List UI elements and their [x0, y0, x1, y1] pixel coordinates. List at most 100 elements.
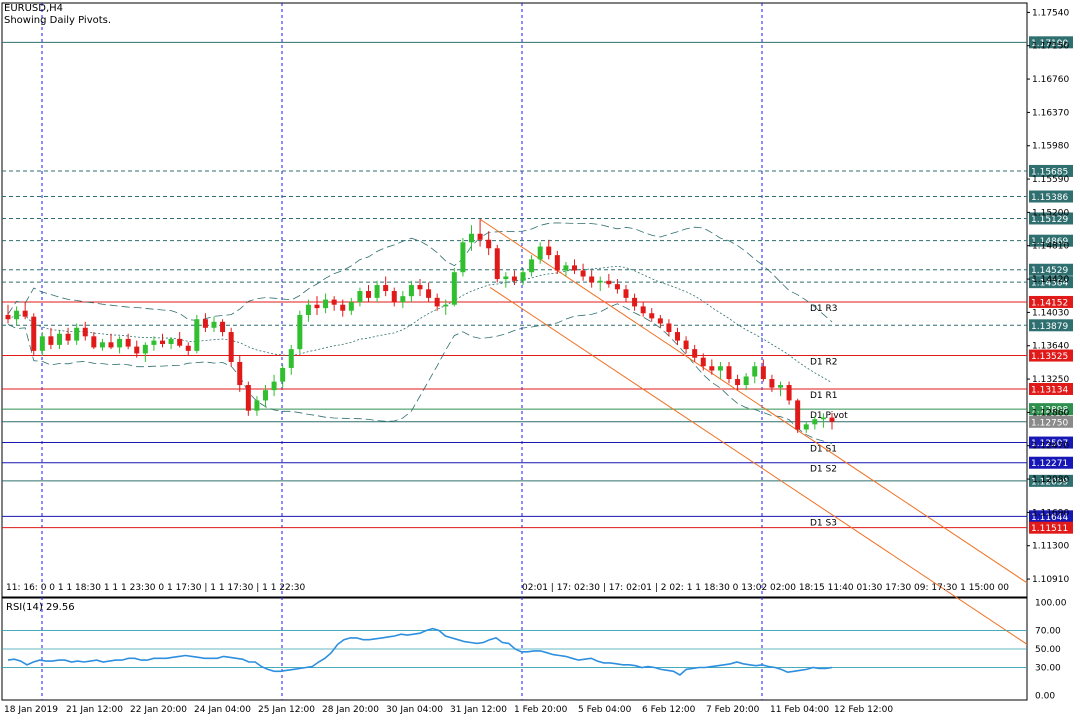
price-level-tag-text: 1.11511: [1031, 524, 1068, 534]
price-axis-label: 1.15590: [1032, 175, 1069, 185]
rsi-series-line: [7, 627, 833, 676]
time-axis-label: 5 Feb 04:00: [578, 705, 632, 715]
price-level-tag: [1029, 403, 1073, 416]
candle-body: [177, 338, 183, 346]
rsi-axis-label: 30.00: [1035, 664, 1061, 674]
price-axis: 1.17540 1.17150 1.16760 1.16370 1.15980 1.155…: [1027, 8, 1069, 585]
price-level-tag-text: 1.15386: [1031, 193, 1068, 203]
candle-body: [426, 289, 432, 298]
candle-body: [245, 385, 251, 411]
candle-body: [22, 310, 28, 317]
candle-body: [142, 344, 148, 354]
price-level-tag-text: 1.11644: [1031, 513, 1068, 523]
candle-body: [400, 296, 406, 303]
price-axis-label: 1.16370: [1032, 108, 1069, 118]
price-level-tag-text: 1.14529: [1031, 266, 1068, 276]
candle-body: [348, 302, 354, 311]
candle-body: [683, 340, 689, 350]
bollinger-middle: [7, 265, 833, 384]
price-level-tag: [1029, 382, 1073, 395]
candle-body: [692, 349, 698, 358]
candle-body: [5, 314, 11, 320]
candlestick-series: [5, 219, 835, 433]
indicator-note: Showing Daily Pivots.: [4, 15, 111, 26]
pivot-label: D1 Pivot: [810, 411, 848, 421]
time-axis-label: 6 Feb 12:00: [642, 705, 696, 715]
time-axis-label: 28 Jan 20:00: [322, 705, 379, 715]
price-axis-label: 1.17540: [1032, 8, 1069, 18]
price-axis-label: 1.14810: [1032, 242, 1069, 252]
candle-body: [477, 233, 483, 240]
price-level-tag: [1029, 456, 1073, 469]
price-level-tag: [1029, 349, 1073, 362]
price-level-tag: [1029, 510, 1073, 523]
candle-body: [374, 285, 380, 298]
pivot-label: D1 R1: [810, 391, 838, 401]
candle-body: [99, 342, 105, 348]
candle-body: [451, 272, 457, 305]
price-axis-label: 1.12080: [1032, 475, 1069, 485]
candle-body: [14, 310, 20, 320]
candle-body: [65, 333, 71, 341]
price-level-tag-text: 1.14869: [1031, 237, 1068, 247]
time-axis-label: 31 Jan 12:00: [450, 705, 507, 715]
left-time-row: 11: 16: 0 0 1 1 18:30 1 1 1 23:30 0 1 17…: [6, 583, 306, 593]
price-axis-label: 1.12470: [1032, 442, 1069, 452]
candle-body: [108, 342, 114, 348]
candle-body: [649, 313, 655, 319]
price-level-tag-text: 1.15685: [1031, 167, 1068, 177]
price-level-tag: [1029, 164, 1073, 177]
candle-body: [820, 417, 826, 420]
candle-body: [709, 366, 715, 371]
price-level-tag: [1029, 212, 1073, 225]
candle-body: [228, 332, 234, 362]
candle-body: [803, 424, 809, 430]
price-level-tag: [1029, 263, 1073, 276]
symbol-title: EURUSD,H4: [4, 3, 63, 14]
price-level-tag-text: 1.13879: [1031, 322, 1068, 332]
candle-body: [185, 345, 191, 351]
candle-body: [391, 291, 397, 303]
candle-body: [74, 327, 80, 341]
price-level-tag: [1029, 474, 1073, 487]
candle-body: [752, 366, 758, 377]
candle-body: [357, 291, 363, 303]
price-axis-label: 1.15200: [1032, 208, 1069, 218]
price-axis-label: 1.12860: [1032, 408, 1069, 418]
candle-body: [589, 276, 595, 283]
price-level-tag-text: 1.17190: [1031, 39, 1068, 49]
candle-body: [417, 285, 423, 290]
price-level-tag: [1029, 415, 1073, 428]
time-axis: 18 Jan 2019 21 Jan 12:00 22 Jan 20:00 24 Ja…: [4, 705, 893, 715]
candle-body: [340, 304, 346, 311]
time-axis-label: 11 Feb 04:00: [770, 705, 829, 715]
pivot-label: D1 S2: [810, 465, 837, 475]
candle-body: [743, 376, 749, 386]
candle-body: [125, 338, 131, 347]
candle-body: [237, 361, 243, 386]
candle-body: [640, 306, 646, 314]
price-level-tag-text: 1.12898: [1031, 406, 1068, 416]
rsi-title: RSI(14) 29.56: [6, 602, 75, 613]
candle-body: [366, 291, 371, 298]
candle-body: [503, 276, 509, 280]
candle-body: [194, 319, 200, 351]
price-axis-label: 1.14420: [1032, 275, 1069, 285]
time-axis-label: 22 Jan 20:00: [130, 705, 187, 715]
candle-body: [469, 233, 474, 243]
candle-body: [82, 327, 88, 337]
candle-body: [202, 319, 208, 328]
pivot-label: D1 S1: [810, 445, 837, 455]
price-level-tag-text: 1.12059: [1031, 477, 1068, 487]
candle-body: [700, 357, 706, 367]
bollinger-bands: [7, 222, 833, 444]
candle-body: [443, 304, 449, 307]
candle-body: [297, 314, 303, 350]
candle-body: [735, 379, 741, 386]
chart-background: [1, 2, 1028, 701]
price-axis-label: 1.15980: [1032, 142, 1069, 152]
price-level-tag: [1029, 190, 1073, 203]
time-axis-label: 25 Jan 12:00: [258, 705, 315, 715]
price-level-tag-text: 1.14384: [1031, 279, 1068, 289]
candle-body: [160, 340, 165, 345]
